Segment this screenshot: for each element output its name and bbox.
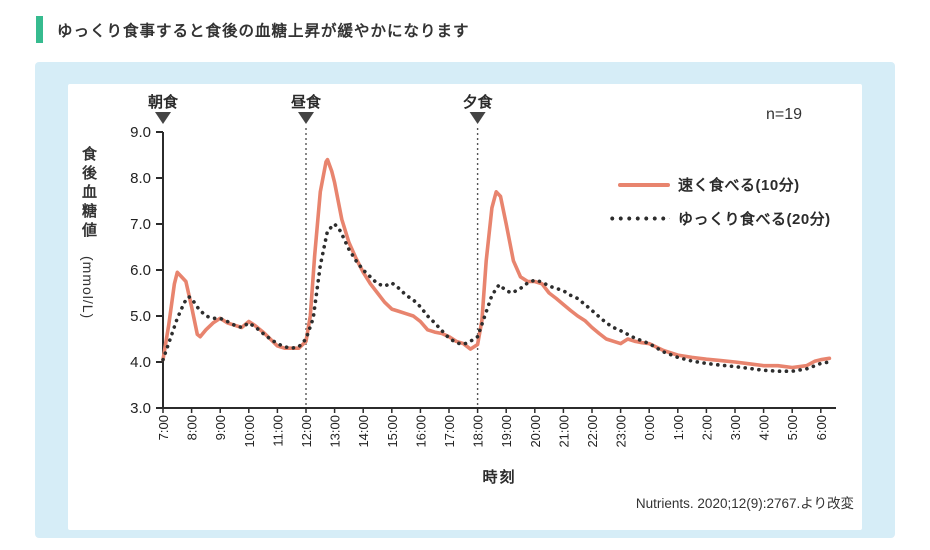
y-axis-title: 食後血糖値 — [80, 146, 97, 241]
meal-triangle-icon — [155, 112, 171, 124]
meal-label: 昼食 — [291, 93, 322, 111]
fast-line-swatch-icon — [618, 182, 670, 187]
fast-eating-line — [161, 157, 832, 370]
x-tick-label: 7:00 — [156, 415, 171, 440]
x-tick-label: 1:00 — [671, 415, 686, 440]
y-tick-label: 5.0 — [130, 308, 151, 325]
x-tick-label: 8:00 — [185, 415, 200, 440]
meal-label: 朝食 — [148, 93, 179, 111]
x-tick-label: 13:00 — [328, 415, 343, 448]
meal-triangle-icon — [469, 112, 486, 124]
x-tick-label: 17:00 — [442, 415, 457, 448]
x-tick-label: 12:00 — [299, 415, 314, 448]
legend-label-slow: ゆっくり食べる(20分) — [678, 211, 831, 228]
x-tick-label: 19:00 — [499, 415, 514, 448]
legend-item-slow: ゆっくり食べる(20分) — [608, 208, 831, 229]
chart-card: 9.0 8.0 7.0 6.0 5.0 4.0 3.0 7:00 8:00 9:00 10:00 11… — [35, 62, 895, 538]
title-accent-bar — [36, 16, 43, 43]
x-tick-label: 0:00 — [642, 415, 657, 440]
page-title: ゆっくり食事すると食後の血糖上昇が緩やかになります — [57, 22, 470, 40]
title-row: ゆっくり食事すると食後の血糖上昇が緩やかになります — [36, 16, 470, 43]
x-tick-label: 20:00 — [528, 415, 543, 448]
y-tick-label: 6.0 — [130, 262, 151, 279]
x-tick-label: 2:00 — [699, 415, 714, 440]
x-tick-label: 6:00 — [814, 415, 829, 440]
x-tick-label: 18:00 — [471, 415, 486, 448]
y-tick-label: 7.0 — [130, 216, 151, 233]
meal-triangle-icon — [298, 112, 314, 124]
chart-panel: 9.0 8.0 7.0 6.0 5.0 4.0 3.0 7:00 8:00 9:00 10:00 11… — [68, 84, 862, 530]
legend-label-fast: 速く食べる(10分) — [678, 177, 800, 194]
y-tick-label: 4.0 — [130, 354, 151, 371]
x-tick-label: 15:00 — [385, 415, 400, 448]
x-tick-label: 16:00 — [413, 415, 428, 448]
meal-label: 夕食 — [463, 93, 494, 111]
y-axis-unit: (mmol/L) — [80, 256, 96, 320]
x-tick-label: 4:00 — [757, 415, 772, 440]
glucose-chart-canvas: 9.0 8.0 7.0 6.0 5.0 4.0 3.0 7:00 8:00 9:00 10:00 11… — [130, 93, 836, 448]
source-citation: Nutrients. 2020;12(9):2767.より改変 — [635, 496, 854, 511]
y-tick-label: 9.0 — [130, 124, 151, 141]
x-tick-label: 9:00 — [213, 415, 228, 440]
x-tick-label: 5:00 — [785, 415, 800, 440]
x-tick-label: 3:00 — [728, 415, 743, 440]
y-tick-label: 3.0 — [130, 400, 151, 417]
x-tick-label: 21:00 — [556, 415, 571, 448]
x-axis-title: 時刻 — [482, 469, 517, 486]
x-tick-label: 10:00 — [242, 415, 257, 448]
sample-size-label: n=19 — [766, 106, 803, 123]
y-tick-label: 8.0 — [130, 170, 151, 187]
slow-line-swatch-icon — [608, 216, 670, 221]
x-tick-label: 22:00 — [585, 415, 600, 448]
x-tick-label: 23:00 — [614, 415, 629, 448]
legend-item-fast: 速く食べる(10分) — [618, 174, 831, 195]
x-tick-label: 11:00 — [270, 415, 285, 447]
slow-eating-line — [161, 222, 832, 374]
legend: 速く食べる(10分) ゆっくり食べる(20分) — [608, 174, 831, 242]
x-tick-label: 14:00 — [356, 415, 371, 448]
